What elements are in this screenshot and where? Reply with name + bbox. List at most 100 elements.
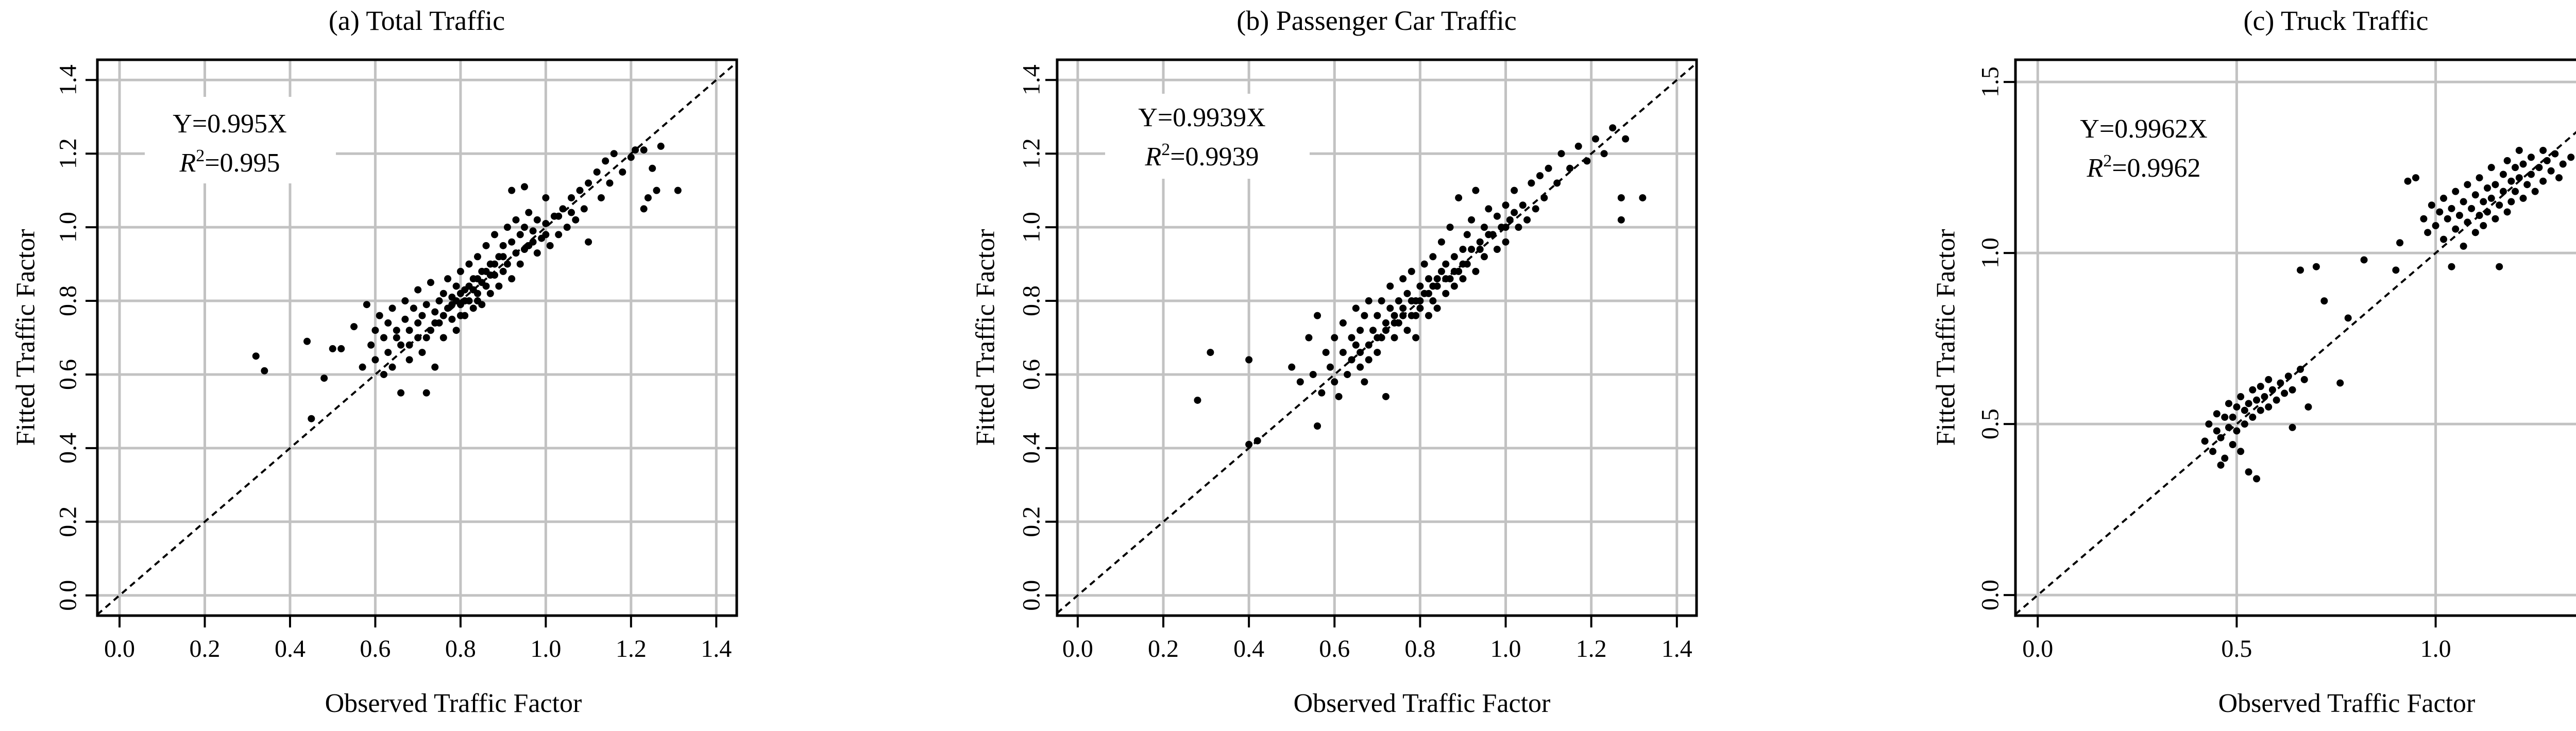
reference-line-layer: [2014, 131, 2576, 615]
data-point: [2476, 212, 2483, 219]
data-point: [1574, 142, 1582, 150]
data-point: [478, 301, 486, 309]
data-point: [1502, 238, 1510, 246]
data-point: [2559, 160, 2567, 168]
data-point: [444, 275, 452, 283]
data-point: [431, 363, 439, 371]
legend-r-squared: R2=0.9939: [1144, 140, 1259, 172]
data-point: [2543, 157, 2551, 164]
data-point: [388, 304, 396, 312]
data-point: [461, 312, 469, 319]
data-point: [1386, 304, 1394, 312]
data-point: [2265, 376, 2273, 383]
data-point: [2487, 164, 2495, 172]
r-squared-symbol: R: [2086, 154, 2103, 183]
y-tick-label: 1.4: [1018, 64, 1045, 95]
data-point: [1523, 216, 1531, 224]
data-point: [2432, 222, 2439, 230]
data-point: [1194, 396, 1201, 404]
data-point: [640, 205, 648, 213]
data-point: [2424, 229, 2432, 236]
data-point: [380, 334, 387, 342]
data-point: [516, 231, 524, 239]
data-point: [1622, 135, 1630, 143]
x-tick-label: 0.8: [1404, 635, 1435, 662]
legend-equation: Y=0.9962X: [2080, 114, 2207, 144]
data-point: [1344, 370, 1351, 378]
data-point: [602, 157, 609, 165]
data-point: [1557, 150, 1565, 158]
x-tick-label: 0.4: [1233, 635, 1264, 662]
data-point: [1408, 267, 1415, 275]
data-point: [393, 334, 400, 342]
data-point: [2444, 215, 2451, 223]
data-point: [499, 242, 507, 249]
data-point: [1609, 124, 1617, 132]
data-point: [431, 308, 439, 316]
data-point: [384, 349, 392, 356]
data-point: [388, 363, 396, 371]
data-point: [422, 301, 430, 309]
data-point: [2471, 229, 2479, 236]
data-point: [1348, 356, 1355, 364]
data-point: [2519, 194, 2527, 202]
data-point: [2535, 164, 2543, 172]
data-point: [516, 260, 524, 268]
data-point: [1600, 150, 1608, 158]
x-tick-label: 0.2: [189, 635, 220, 662]
data-point: [1463, 231, 1471, 239]
x-axis-label: Observed Traffic Factor: [325, 689, 582, 718]
data-point: [337, 345, 345, 352]
data-point: [486, 290, 494, 297]
data-point: [542, 231, 550, 239]
data-point: [2476, 174, 2483, 182]
data-point: [503, 260, 511, 268]
data-point: [1493, 246, 1501, 253]
data-point: [414, 319, 422, 327]
data-point: [606, 179, 614, 187]
data-point: [371, 356, 379, 364]
data-point: [418, 349, 426, 356]
data-point: [439, 290, 447, 297]
data-point: [508, 186, 516, 194]
data-point: [405, 356, 413, 364]
data-point: [1566, 164, 1574, 172]
data-point: [657, 142, 665, 150]
y-tick-label: 0.2: [1018, 506, 1045, 537]
data-point: [593, 168, 601, 176]
data-point: [1314, 312, 1321, 319]
r-squared-exponent: 2: [196, 146, 205, 165]
data-point: [1425, 275, 1433, 283]
legend: Y=0.995X R2=0.995: [145, 97, 336, 183]
reference-line: [2014, 131, 2576, 615]
chart-title: (a) Total Traffic: [329, 5, 505, 36]
data-point: [1472, 267, 1480, 275]
data-point: [1288, 363, 1296, 371]
data-point: [261, 367, 268, 375]
data-point: [1420, 260, 1428, 268]
data-point: [2492, 181, 2499, 189]
data-point: [1395, 297, 1402, 305]
data-point: [525, 209, 533, 216]
data-point: [2436, 208, 2444, 216]
data-point: [2268, 386, 2276, 394]
data-point: [2205, 420, 2213, 428]
y-tick-label: 0.4: [1018, 433, 1045, 464]
data-point: [1463, 260, 1471, 268]
data-point: [2507, 177, 2515, 185]
data-point: [380, 370, 387, 378]
data-point: [1429, 253, 1437, 261]
data-point: [2249, 386, 2257, 394]
data-point: [329, 345, 336, 352]
data-point: [2320, 297, 2328, 305]
data-point: [1403, 290, 1411, 297]
data-point: [1386, 282, 1394, 290]
data-point: [2523, 181, 2531, 189]
data-point: [2512, 188, 2519, 195]
r-squared-exponent: 2: [2103, 151, 2112, 171]
data-point: [2336, 379, 2344, 387]
data-point: [2496, 201, 2503, 209]
data-point: [427, 279, 434, 286]
data-point: [1378, 297, 1385, 305]
